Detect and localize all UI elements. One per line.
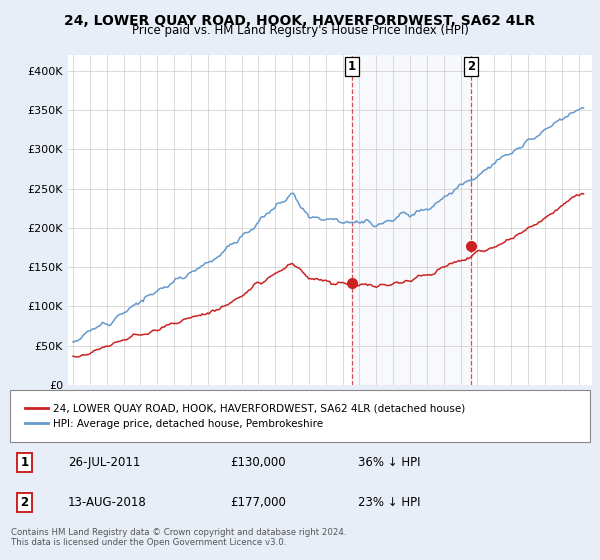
Text: 1: 1 [20, 456, 29, 469]
Text: 36% ↓ HPI: 36% ↓ HPI [358, 456, 421, 469]
Text: 23% ↓ HPI: 23% ↓ HPI [358, 496, 421, 509]
Text: Price paid vs. HM Land Registry's House Price Index (HPI): Price paid vs. HM Land Registry's House … [131, 24, 469, 37]
Text: £177,000: £177,000 [230, 496, 286, 509]
Text: 1: 1 [348, 60, 356, 73]
Bar [352, 55, 471, 385]
FancyBboxPatch shape [10, 390, 590, 442]
Legend: 24, LOWER QUAY ROAD, HOOK, HAVERFORDWEST, SA62 4LR (detached house), HPI: Averag: 24, LOWER QUAY ROAD, HOOK, HAVERFORDWEST… [21, 399, 470, 433]
Text: 24, LOWER QUAY ROAD, HOOK, HAVERFORDWEST, SA62 4LR: 24, LOWER QUAY ROAD, HOOK, HAVERFORDWEST… [64, 14, 536, 28]
Text: 13-AUG-2018: 13-AUG-2018 [68, 496, 147, 509]
Text: 26-JUL-2011: 26-JUL-2011 [68, 456, 140, 469]
Text: 2: 2 [467, 60, 475, 73]
Text: Contains HM Land Registry data © Crown copyright and database right 2024.
This d: Contains HM Land Registry data © Crown c… [11, 528, 346, 547]
Text: £130,000: £130,000 [230, 456, 286, 469]
Text: 2: 2 [20, 496, 29, 509]
